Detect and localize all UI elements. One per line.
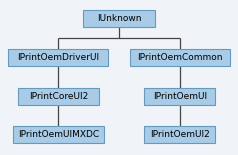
Text: IPrintOemDriverUI: IPrintOemDriverUI bbox=[17, 53, 99, 62]
FancyBboxPatch shape bbox=[8, 49, 108, 66]
FancyBboxPatch shape bbox=[144, 88, 215, 105]
Text: IPrintOemUI: IPrintOemUI bbox=[153, 92, 207, 101]
FancyBboxPatch shape bbox=[144, 126, 215, 143]
FancyBboxPatch shape bbox=[13, 126, 104, 143]
Text: IUnknown: IUnknown bbox=[97, 14, 141, 23]
Text: IPrintOemCommon: IPrintOemCommon bbox=[137, 53, 223, 62]
FancyBboxPatch shape bbox=[83, 10, 155, 27]
Text: IPrintOemUIMXDC: IPrintOemUIMXDC bbox=[18, 130, 99, 139]
FancyBboxPatch shape bbox=[130, 49, 230, 66]
Text: IPrintOemUI2: IPrintOemUI2 bbox=[150, 130, 210, 139]
Text: IPrintCoreUI2: IPrintCoreUI2 bbox=[29, 92, 88, 101]
FancyBboxPatch shape bbox=[18, 88, 99, 105]
